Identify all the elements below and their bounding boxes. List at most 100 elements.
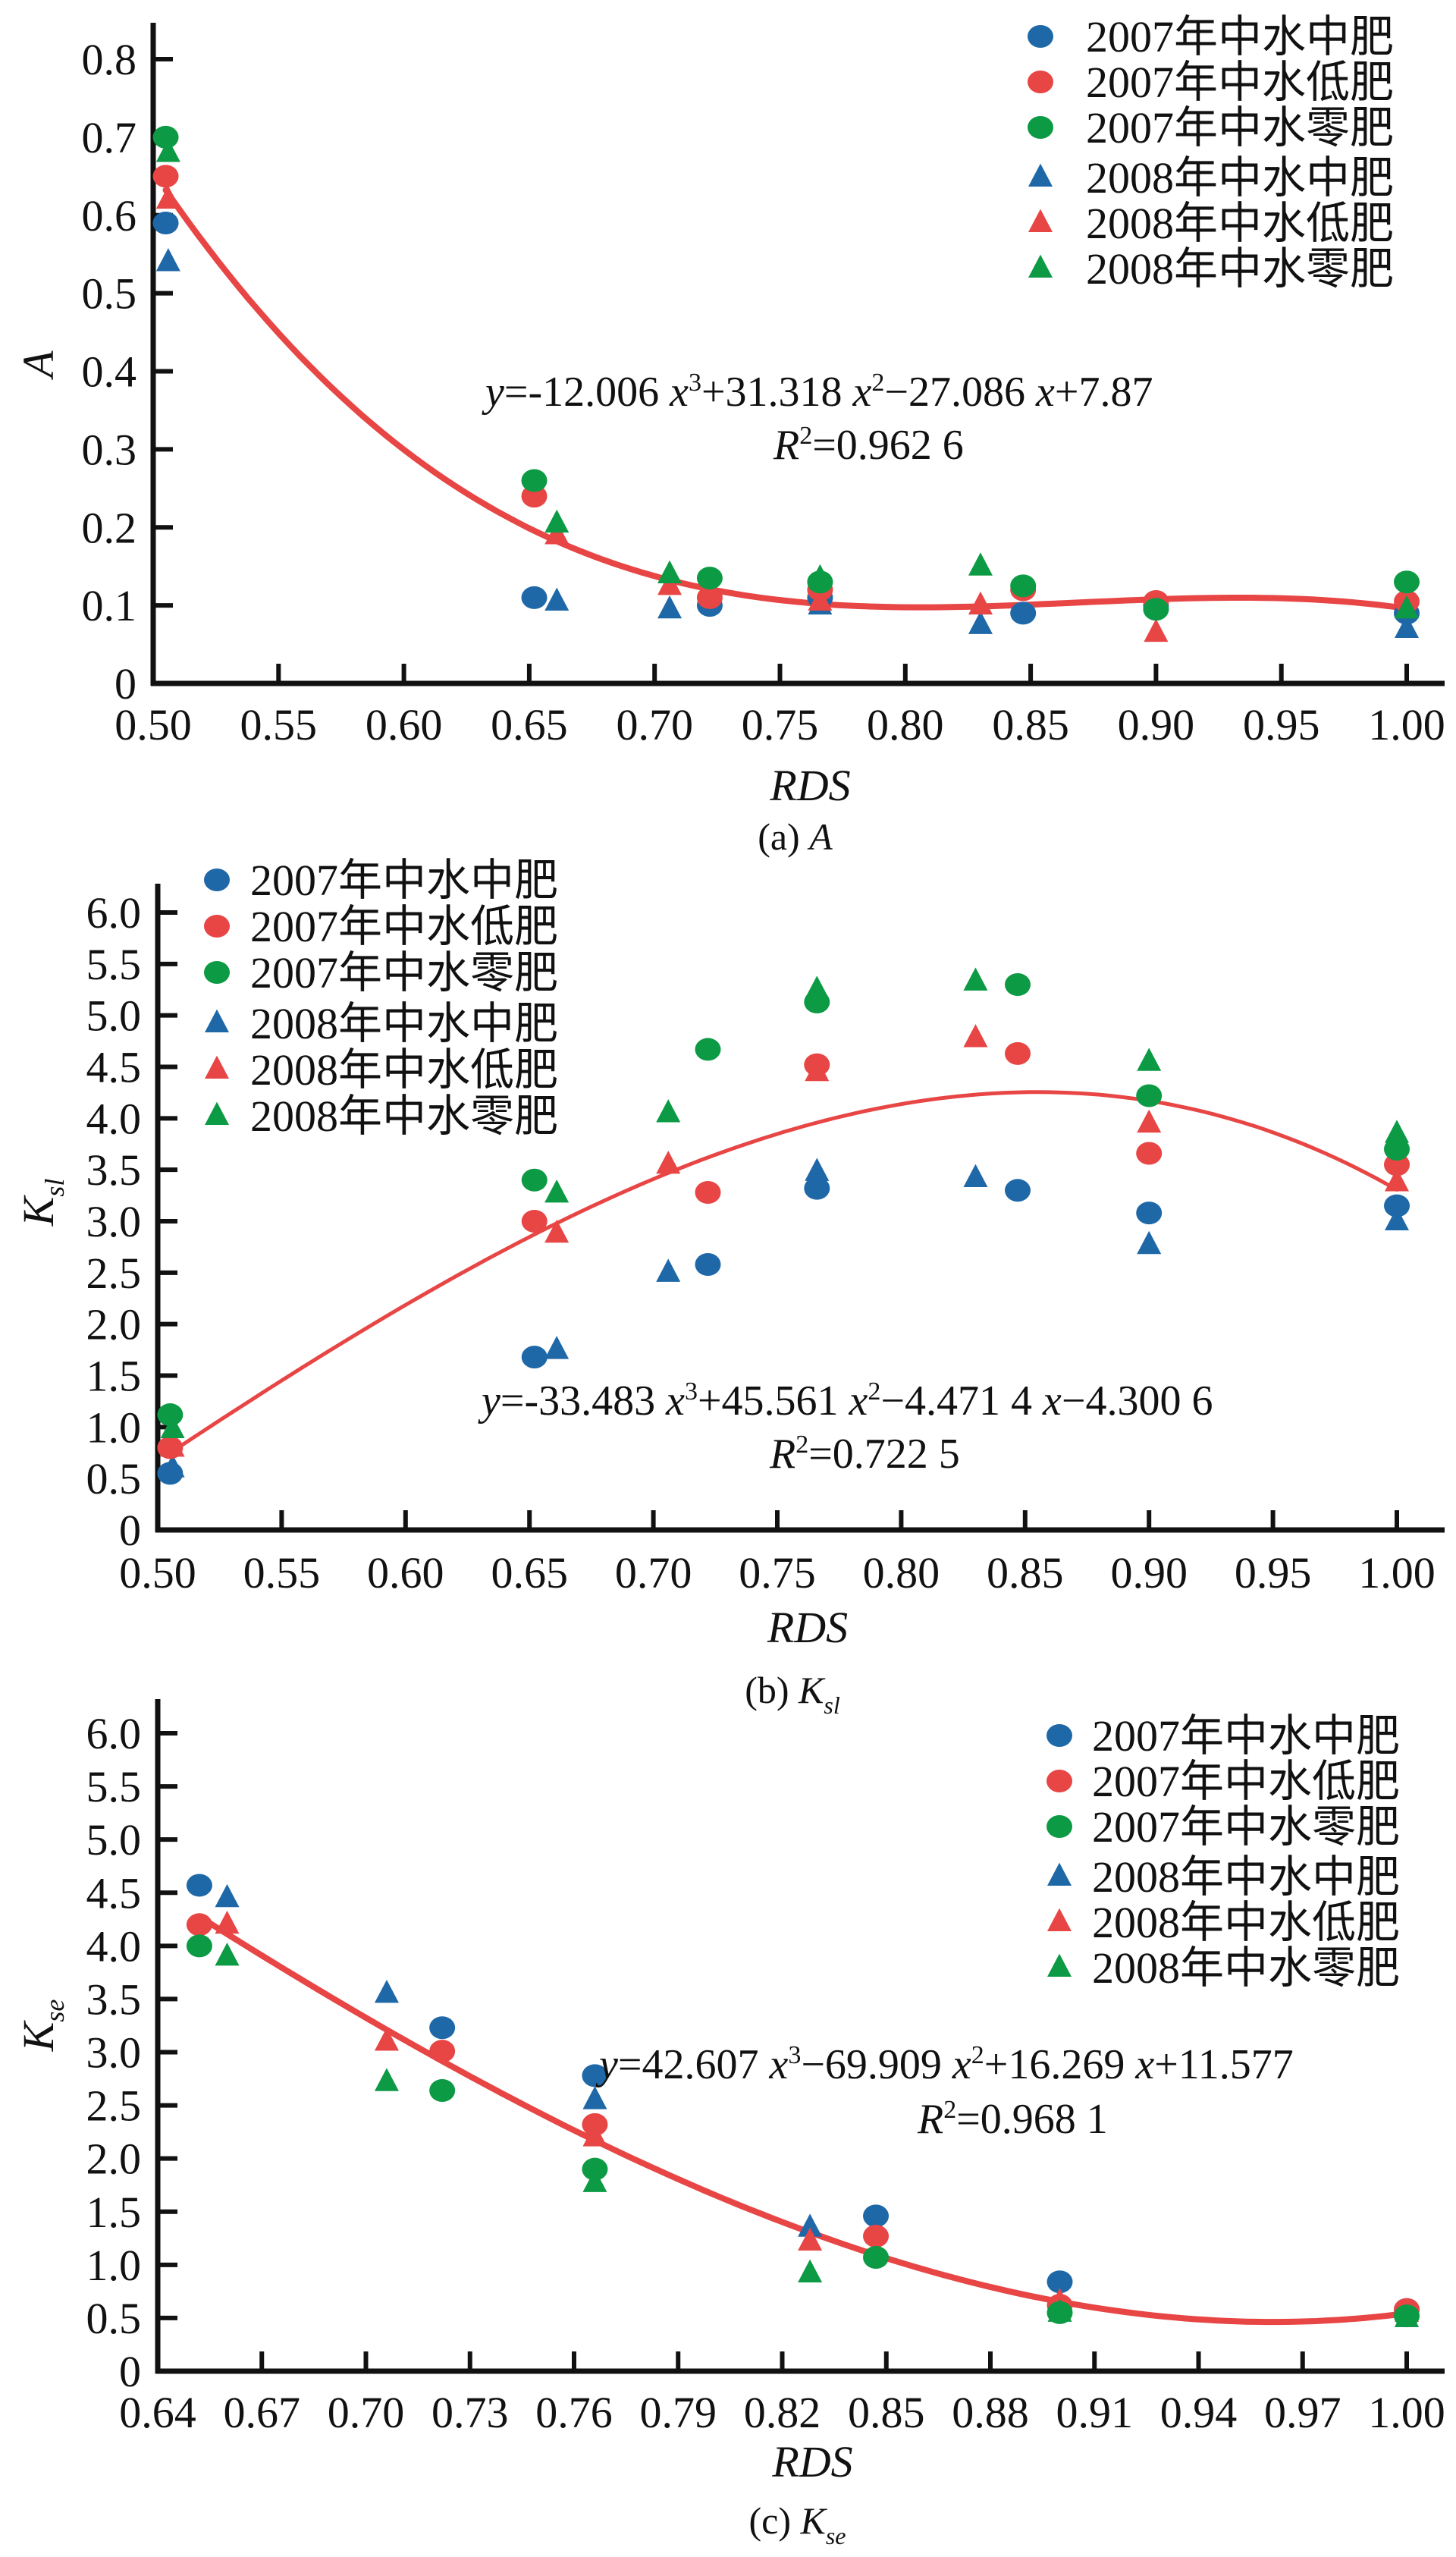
data-point — [1004, 972, 1031, 996]
equation-part: −4.300 6 — [1062, 1377, 1213, 1425]
panel-b: 00.51.01.52.02.53.03.54.04.55.05.56.0 0.5… — [14, 856, 1445, 1719]
y-tick-label: 5.5 — [86, 1762, 142, 1811]
data-point — [582, 2123, 607, 2147]
data-point — [544, 1336, 570, 1359]
series-4 — [155, 185, 1169, 642]
x-tick-label: 0.50 — [119, 1548, 196, 1597]
equation-part: =-12.006 — [504, 369, 670, 416]
data-point — [1385, 1168, 1409, 1192]
x-tick-label: 0.70 — [615, 1548, 692, 1597]
r-squared-value: =0.968 1 — [956, 2096, 1108, 2143]
x-tick-label: 0.60 — [366, 700, 443, 749]
r-squared: R2=0.968 1 — [917, 2096, 1108, 2143]
x-tick-label: 0.65 — [491, 700, 568, 749]
x-tick-label: 0.80 — [867, 700, 944, 749]
x-tick-label: 1.00 — [1368, 2388, 1445, 2437]
y-tick-label: 0.8 — [82, 35, 137, 84]
data-point — [429, 2040, 456, 2063]
x-tick-label: 1.00 — [1368, 700, 1445, 749]
legend-marker — [204, 961, 230, 984]
r-squared-exponent: 2 — [799, 422, 812, 450]
legend-marker — [204, 915, 230, 938]
x-tick-label: 0.80 — [863, 1548, 940, 1597]
x-tick-label: 0.90 — [1118, 700, 1195, 749]
data-point — [160, 1434, 185, 1457]
y-tick-label: 4.5 — [86, 1043, 142, 1092]
legend-label: 2008年中水中肥 — [1092, 1852, 1400, 1902]
data-point — [521, 1346, 548, 1369]
y-tick-label: 0.5 — [82, 269, 137, 319]
caption-subscript: sl — [824, 1692, 839, 1719]
x-tick-label: 0.85 — [848, 2388, 925, 2437]
series-2 — [186, 1934, 1420, 2328]
equation-part: 3 — [685, 1377, 698, 1406]
x-tick-label: 0.73 — [431, 2388, 509, 2437]
x-axis-title: RDS — [769, 761, 850, 810]
data-point — [968, 591, 993, 615]
equation-part: y — [595, 2041, 618, 2088]
equation-part: +16.269 — [984, 2041, 1136, 2088]
legend-marker — [1028, 209, 1053, 232]
fit-curve — [168, 1090, 1399, 1455]
data-point — [1136, 1202, 1163, 1225]
y-tick-label: 2.0 — [86, 2134, 142, 2184]
legend-label: 2007年中水零肥 — [1086, 103, 1394, 152]
data-point — [521, 485, 548, 508]
y-tick-label: 0.2 — [82, 503, 137, 552]
series-4 — [160, 1024, 1409, 1457]
data-point — [863, 2224, 890, 2248]
legend-label: 2007年中水零肥 — [1092, 1802, 1400, 1852]
data-point — [1385, 1207, 1409, 1230]
equation-part: +31.318 — [701, 369, 853, 416]
data-point — [429, 2078, 456, 2102]
data-point — [160, 1415, 185, 1439]
y-tick-label: 0.5 — [86, 2294, 142, 2343]
data-point — [544, 1179, 570, 1203]
y-axis-title: Ksl — [14, 1179, 70, 1227]
equation-part: +45.561 — [698, 1377, 849, 1425]
caption-prefix: (b) — [745, 1669, 789, 1711]
x-tick-label: 0.64 — [119, 2388, 196, 2437]
caption-symbol: A — [807, 815, 833, 858]
data-point — [521, 586, 548, 609]
y-tick-label: 4.0 — [86, 1094, 142, 1143]
legend-marker — [205, 1055, 229, 1079]
data-point — [798, 2259, 823, 2283]
r-squared-symbol: R — [769, 1431, 795, 1478]
legend-marker — [1047, 1953, 1072, 1977]
x-tick-label: 1.00 — [1358, 1548, 1436, 1597]
y-tick-label: 5.0 — [86, 991, 142, 1041]
data-point — [696, 586, 723, 609]
panel-caption: (a) A — [758, 815, 833, 858]
equation-part: −69.909 — [801, 2041, 952, 2088]
legend-label: 2007年中水低肥 — [1092, 1757, 1400, 1806]
data-point — [152, 125, 179, 149]
data-point — [186, 1913, 212, 1937]
equation-part: x — [1035, 369, 1055, 416]
data-point — [1143, 598, 1169, 621]
y-tick-label: 6.0 — [86, 888, 142, 938]
data-point — [1137, 1048, 1162, 1071]
data-point — [963, 1164, 988, 1188]
y-tick-label: 0.3 — [82, 425, 137, 474]
data-point — [805, 1158, 830, 1181]
data-point — [968, 611, 993, 634]
legend-label: 2008年中水低肥 — [1092, 1898, 1400, 1947]
panel-caption: (b) Ksl — [745, 1669, 840, 1719]
data-point — [808, 587, 833, 611]
x-tick-label: 0.60 — [367, 1548, 444, 1597]
caption-subscript: se — [826, 2522, 846, 2549]
y-axis-title-subscript: sl — [39, 1179, 70, 1197]
data-point — [968, 552, 993, 576]
x-tick-label: 0.67 — [224, 2388, 301, 2437]
data-point — [695, 1252, 721, 1276]
data-point — [1047, 2298, 1072, 2322]
data-point — [696, 567, 723, 590]
data-point — [1384, 1194, 1410, 1217]
legend-marker — [1046, 1815, 1072, 1838]
fit-equation: y=-12.006 x3+31.318 x2−27.086 x+7.87 — [482, 369, 1153, 416]
equation-part: y — [478, 1377, 500, 1425]
data-point — [863, 2204, 890, 2228]
x-tick-label: 0.55 — [240, 700, 318, 749]
data-point — [521, 1210, 548, 1233]
